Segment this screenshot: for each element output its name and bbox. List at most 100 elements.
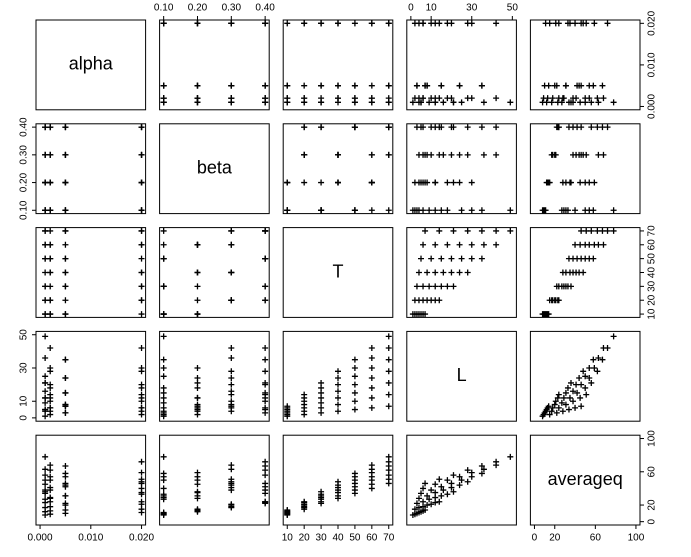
point (385, 124, 392, 131)
point (450, 179, 457, 186)
point (573, 381, 580, 388)
point (228, 227, 235, 234)
point (507, 227, 514, 234)
point (284, 20, 291, 27)
point (478, 462, 485, 469)
point (62, 255, 69, 262)
point (42, 373, 49, 380)
x-tick-label: 30 (466, 3, 478, 14)
point (565, 99, 572, 106)
panel-frame (159, 19, 270, 111)
point (262, 406, 269, 413)
point (262, 480, 269, 487)
point (458, 207, 465, 214)
y-tick-label: 10 (647, 308, 658, 320)
panel-frame (529, 123, 641, 215)
point (493, 151, 500, 158)
point (478, 124, 485, 131)
panel-frame (406, 227, 517, 318)
x-tick-label: 0.10 (154, 3, 174, 14)
point (507, 207, 514, 214)
point (422, 227, 429, 234)
point (318, 488, 325, 495)
point (413, 283, 420, 290)
point (335, 381, 341, 388)
point (301, 82, 308, 89)
x-tick-label: 0 (408, 3, 414, 14)
point (562, 389, 569, 396)
point (444, 283, 451, 290)
point (42, 227, 49, 234)
point (420, 283, 427, 290)
point (47, 467, 54, 474)
point (47, 227, 54, 234)
point (194, 95, 201, 102)
point (554, 394, 561, 401)
point (262, 20, 269, 27)
point (438, 492, 445, 499)
panel-frame (282, 227, 394, 318)
y-tick-label: 20 (647, 499, 658, 511)
point (552, 398, 559, 405)
point (42, 379, 49, 386)
point (47, 151, 54, 158)
point (228, 391, 235, 398)
point (438, 207, 445, 214)
point (368, 20, 375, 27)
point (562, 401, 569, 408)
point (478, 255, 485, 262)
point (318, 82, 325, 89)
point (284, 207, 291, 214)
point (418, 124, 425, 131)
point (138, 283, 145, 290)
point (480, 466, 487, 473)
point (194, 469, 201, 476)
point (138, 297, 145, 304)
point (456, 82, 463, 89)
point (553, 82, 560, 89)
variable-name: L (457, 365, 467, 385)
point (450, 283, 457, 290)
point (572, 241, 579, 248)
point (284, 95, 291, 102)
point (47, 345, 54, 352)
variable-name: beta (197, 157, 233, 177)
point (576, 374, 583, 381)
point (351, 406, 358, 413)
y-tick-label: 0 (647, 518, 658, 524)
point (138, 179, 145, 186)
point (555, 20, 562, 27)
point (595, 241, 602, 248)
point (415, 504, 422, 511)
point (160, 404, 167, 411)
y-tick-label: 20 (647, 294, 658, 306)
point (335, 394, 341, 401)
point (432, 241, 439, 248)
point (428, 95, 435, 102)
point (194, 269, 201, 276)
point (62, 311, 69, 318)
point (478, 470, 485, 477)
point (351, 207, 358, 214)
point (385, 333, 392, 340)
point (595, 151, 602, 158)
point (562, 82, 569, 89)
point (590, 356, 597, 363)
point (468, 20, 475, 27)
point (594, 368, 601, 375)
point (368, 151, 375, 158)
point (42, 481, 49, 488)
point (566, 394, 573, 401)
point (468, 179, 475, 186)
point (42, 394, 49, 401)
panel-frame (159, 227, 270, 318)
point (47, 384, 54, 391)
point (47, 297, 54, 304)
point (160, 509, 167, 516)
point (565, 406, 572, 413)
point (160, 241, 167, 248)
point (426, 496, 433, 503)
point (456, 179, 463, 186)
point (600, 95, 607, 102)
point (62, 480, 69, 487)
